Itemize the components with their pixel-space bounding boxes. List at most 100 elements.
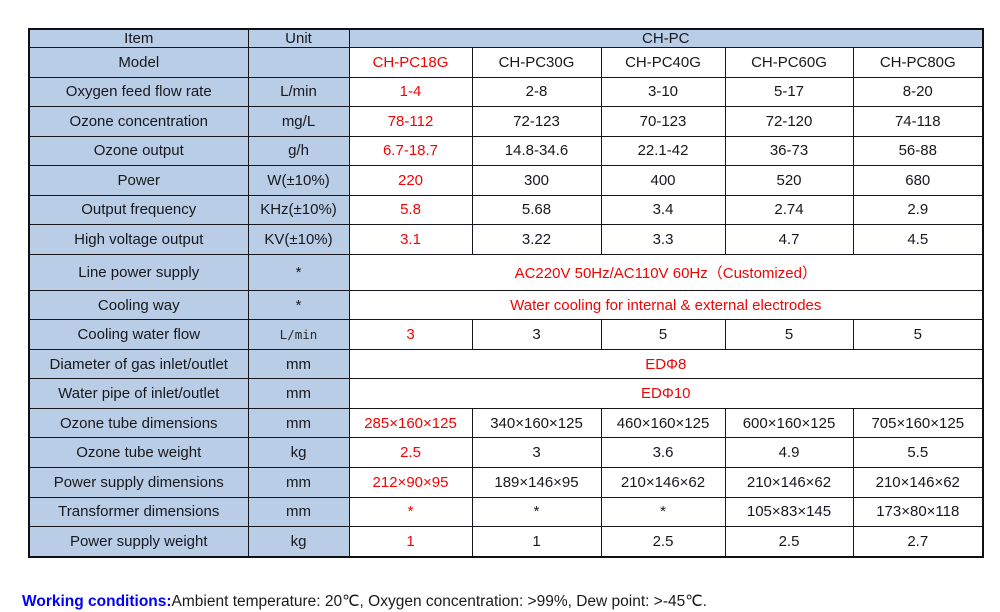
item-label: Cooling way xyxy=(28,289,249,321)
table-row: Oxygen feed flow rate L/min 1-4 2-8 3-10 5-17… xyxy=(28,76,984,108)
spec-value: 5.68 xyxy=(471,194,602,226)
spec-value: 72-120 xyxy=(724,106,854,137)
table-row: Ozone tube dimensions mm 285×160×125 340×16… xyxy=(28,407,984,439)
item-label: Power supply weight xyxy=(28,526,249,558)
unit-label xyxy=(247,47,350,78)
spec-value: 4.7 xyxy=(724,224,854,255)
spec-value-span: Water cooling for internal & external el… xyxy=(348,289,984,321)
spec-value: 3.1 xyxy=(348,224,473,255)
spec-value: 173×80×118 xyxy=(852,496,984,528)
spec-value: 5 xyxy=(852,319,984,350)
spec-value: 460×160×125 xyxy=(600,407,726,439)
spec-value: 8-20 xyxy=(852,76,984,108)
unit-label: mm xyxy=(247,348,350,380)
table-row: Diameter of gas inlet/outlet mm EDΦ8 xyxy=(28,348,984,380)
unit-label: * xyxy=(247,289,350,321)
spec-value: 5 xyxy=(724,319,854,350)
spec-value: 285×160×125 xyxy=(348,407,473,439)
spec-value: CH-PC18G xyxy=(348,47,473,78)
spec-value: 3-10 xyxy=(600,76,726,108)
spec-value: 705×160×125 xyxy=(852,407,984,439)
spec-value: 72-123 xyxy=(471,106,602,137)
item-label: Model xyxy=(28,47,249,78)
unit-label: KV(±10%) xyxy=(247,224,350,255)
spec-value: 3 xyxy=(471,437,602,468)
spec-value: 5.5 xyxy=(852,437,984,468)
unit-label: mm xyxy=(247,496,350,528)
spec-value: 105×83×145 xyxy=(724,496,854,528)
spec-value: 1 xyxy=(471,526,602,558)
unit-label: L/min xyxy=(247,319,350,350)
spec-value: 2.5 xyxy=(600,526,726,558)
spec-value: 3.22 xyxy=(471,224,602,255)
unit-label: W(±10%) xyxy=(247,165,350,196)
spec-value: 5-17 xyxy=(724,76,854,108)
spec-value: CH-PC80G xyxy=(852,47,984,78)
spec-value: 220 xyxy=(348,165,473,196)
item-label: Ozone concentration xyxy=(28,106,249,137)
spec-value: 2.5 xyxy=(724,526,854,558)
spec-value: 210×146×62 xyxy=(600,467,726,498)
unit-label: mm xyxy=(247,467,350,498)
spec-value: 520 xyxy=(724,165,854,196)
spec-value: 3.6 xyxy=(600,437,726,468)
spec-value: 1 xyxy=(348,526,473,558)
spec-value: 680 xyxy=(852,165,984,196)
spec-value: 2.5 xyxy=(348,437,473,468)
spec-value: CH-PC30G xyxy=(471,47,602,78)
table-row: Model CH-PC18G CH-PC30G CH-PC40G CH-PC60G CH-… xyxy=(28,47,984,78)
item-label: Oxygen feed flow rate xyxy=(28,76,249,108)
unit-label: L/min xyxy=(247,76,350,108)
unit-label: * xyxy=(247,253,350,291)
header-item: Item xyxy=(28,28,249,48)
table-row: Ozone output g/h 6.7-18.7 14.8-34.6 22.1-42 3… xyxy=(28,135,984,167)
spec-value: 2.7 xyxy=(852,526,984,558)
table-row: Output frequency KHz(±10%) 5.8 5.68 3.4 2.74 2… xyxy=(28,194,984,226)
item-label: High voltage output xyxy=(28,224,249,255)
table-row: Cooling water flow L/min 3 3 5 5 5 xyxy=(28,319,984,350)
table-row: High voltage output KV(±10%) 3.1 3.22 3.3 4.7… xyxy=(28,224,984,255)
spec-value: * xyxy=(471,496,602,528)
spec-value: 300 xyxy=(471,165,602,196)
unit-label: g/h xyxy=(247,135,350,167)
spec-value: 5 xyxy=(600,319,726,350)
table-header-row: Item Unit CH-PC xyxy=(28,28,984,48)
working-conditions-label: Working conditions: xyxy=(22,592,172,610)
item-label: Transformer dimensions xyxy=(28,496,249,528)
spec-value: 22.1-42 xyxy=(600,135,726,167)
spec-value: 600×160×125 xyxy=(724,407,854,439)
spec-value: 340×160×125 xyxy=(471,407,602,439)
spec-value: 189×146×95 xyxy=(471,467,602,498)
unit-label: mm xyxy=(247,378,350,409)
table-row: Ozone concentration mg/L 78-112 72-123 70-12… xyxy=(28,106,984,137)
item-label: Ozone output xyxy=(28,135,249,167)
item-label: Cooling water flow xyxy=(28,319,249,350)
spec-value: 3 xyxy=(471,319,602,350)
item-label: Diameter of gas inlet/outlet xyxy=(28,348,249,380)
working-conditions-note: Working conditions:Ambient temperature: … xyxy=(22,591,982,612)
spec-value: 74-118 xyxy=(852,106,984,137)
header-series-group: CH-PC xyxy=(348,28,984,48)
spec-value: 3.4 xyxy=(600,194,726,226)
spec-table: Item Unit CH-PC Model CH-PC18G CH-PC30G CH-… xyxy=(28,28,985,558)
table-row: Power supply weight kg 1 1 2.5 2.5 2.7 xyxy=(28,526,984,558)
spec-value-span: AC220V 50Hz/AC110V 60Hz（Customized） xyxy=(348,253,984,291)
item-label: Ozone tube weight xyxy=(28,437,249,468)
table-row: Transformer dimensions mm * * * 105×83×145 173… xyxy=(28,496,984,528)
spec-value: 36-73 xyxy=(724,135,854,167)
spec-value: 56-88 xyxy=(852,135,984,167)
unit-label: mm xyxy=(247,407,350,439)
unit-label: kg xyxy=(247,526,350,558)
spec-value: * xyxy=(600,496,726,528)
table-row: Line power supply * AC220V 50Hz/AC110V 60H… xyxy=(28,253,984,291)
spec-value: 4.9 xyxy=(724,437,854,468)
unit-label: kg xyxy=(247,437,350,468)
header-unit: Unit xyxy=(247,28,350,48)
spec-value: 2.9 xyxy=(852,194,984,226)
spec-value: 14.8-34.6 xyxy=(471,135,602,167)
spec-value: 3 xyxy=(348,319,473,350)
spec-value: 2-8 xyxy=(471,76,602,108)
spec-value: 6.7-18.7 xyxy=(348,135,473,167)
spec-value: 70-123 xyxy=(600,106,726,137)
